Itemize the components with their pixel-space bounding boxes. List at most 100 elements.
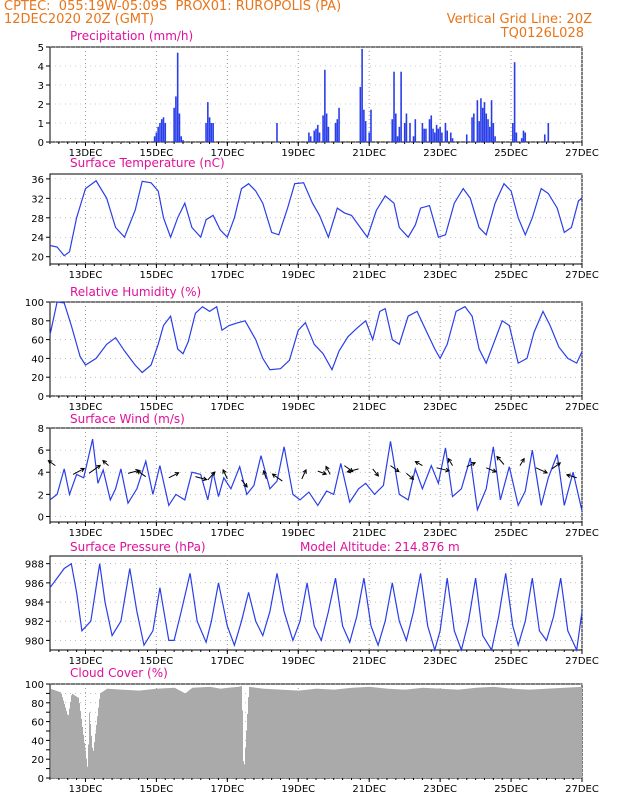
cloud-bar [353,687,354,778]
wind-title: Surface Wind (m/s) [70,412,185,426]
cloud-bar [572,687,573,778]
cloud-bar [464,688,465,778]
cloud-bar [477,687,478,778]
cloud-bar [346,688,347,778]
cloud-bar [497,687,498,778]
wind-arrow [137,470,147,478]
cloud-bar [285,689,286,778]
cloud-bar [374,687,375,778]
cloud-bar [223,688,224,778]
cloud-bar [116,689,117,778]
cloud-bar [552,688,553,778]
cloud-bar [250,687,251,778]
cloud-bar [355,687,356,778]
cloud-bar [230,687,231,778]
cloud-bar [533,689,534,778]
cloud-bar [82,726,83,778]
cloud-bar [125,689,126,778]
precip-bar [423,128,425,142]
cloud-bar [362,687,363,778]
cloud-bar [134,690,135,778]
cloud-bar [566,687,567,778]
precip-bar [471,117,473,142]
cloud-bar [127,689,128,778]
cloud-bar [164,688,165,778]
precip-bar [176,52,179,143]
cloud-bar [304,689,305,778]
cloud-bar [149,689,150,778]
cloud-bar [516,688,517,778]
cloud-xtick-label: 17DEC [210,784,244,795]
cloud-bar [358,687,359,778]
pressure-xtick-label: 25DEC [494,656,528,667]
cloud-bar [548,688,549,778]
temp-xtick-label: 23DEC [423,270,457,281]
cloud-bar [352,687,353,778]
cloud-bar [257,687,258,778]
cloud-bar [263,688,264,778]
cloud-bar [531,689,532,778]
pressure-xtick-label: 23DEC [423,656,457,667]
cloud-bar [193,687,194,778]
cloud-bar [509,688,510,778]
cloud-bar [252,687,253,778]
cloud-bar [53,689,54,778]
precip-bar [159,123,161,142]
wind-arrow [222,469,228,480]
precip-bar [316,124,319,142]
wind-arrow-head [447,457,453,463]
cloud-bar [422,687,423,778]
cloud-bar [470,688,471,778]
temp-xtick-label: 13DEC [69,270,103,281]
cloud-bar [254,687,255,778]
cloud-bar [415,688,416,778]
cloud-ytick-label: 60 [31,718,44,729]
cloud-bar [327,689,328,778]
cloud-bar [473,688,474,778]
cloud-bar [262,688,263,778]
cloud-bar [440,688,441,778]
cloud-bar [195,687,196,778]
cloud-bar [60,692,61,778]
cloud-bar [56,690,57,778]
cloud-bar [57,691,58,778]
cloud-bar [135,690,136,778]
cloud-bar [255,687,256,778]
precip-bar [327,126,330,142]
precip-bar [428,119,431,142]
cloud-bar [532,689,533,778]
precip-bar [178,113,181,142]
cloud-bar [70,701,71,778]
rh-xtick-label: 21DEC [352,402,386,413]
cloud-bar [188,690,189,778]
cloud-bar [328,689,329,778]
cloud-bar [153,689,154,778]
cloud-bar [109,688,110,778]
wind-arrow-head [409,475,415,481]
cloud-bar [147,689,148,778]
precip-bar [494,136,496,142]
wind-arrow-head [210,471,216,476]
cloud-bar [392,688,393,778]
cloud-bar [332,689,333,778]
cloud-xtick-label: 21DEC [352,784,386,795]
cloud-bar [269,689,270,778]
precip-bar [364,121,367,142]
cloud-bar [228,687,229,778]
cloud-bar [490,686,491,778]
cloud-bar [357,687,358,778]
cloud-bar [297,690,298,778]
precip-bar [473,113,475,142]
cloud-bar [103,691,104,778]
precip-bar [449,132,452,142]
cloud-bar [318,688,319,778]
cloud-bar [515,688,516,778]
cloud-bar [570,687,571,778]
wind-arrow-head [302,468,307,474]
cloud-bar [369,686,370,778]
precip-bar [524,132,527,142]
cloud-bar [280,689,281,778]
precip-bar [465,134,468,142]
cloud-bar [492,686,493,778]
cloud-bar [385,688,386,778]
